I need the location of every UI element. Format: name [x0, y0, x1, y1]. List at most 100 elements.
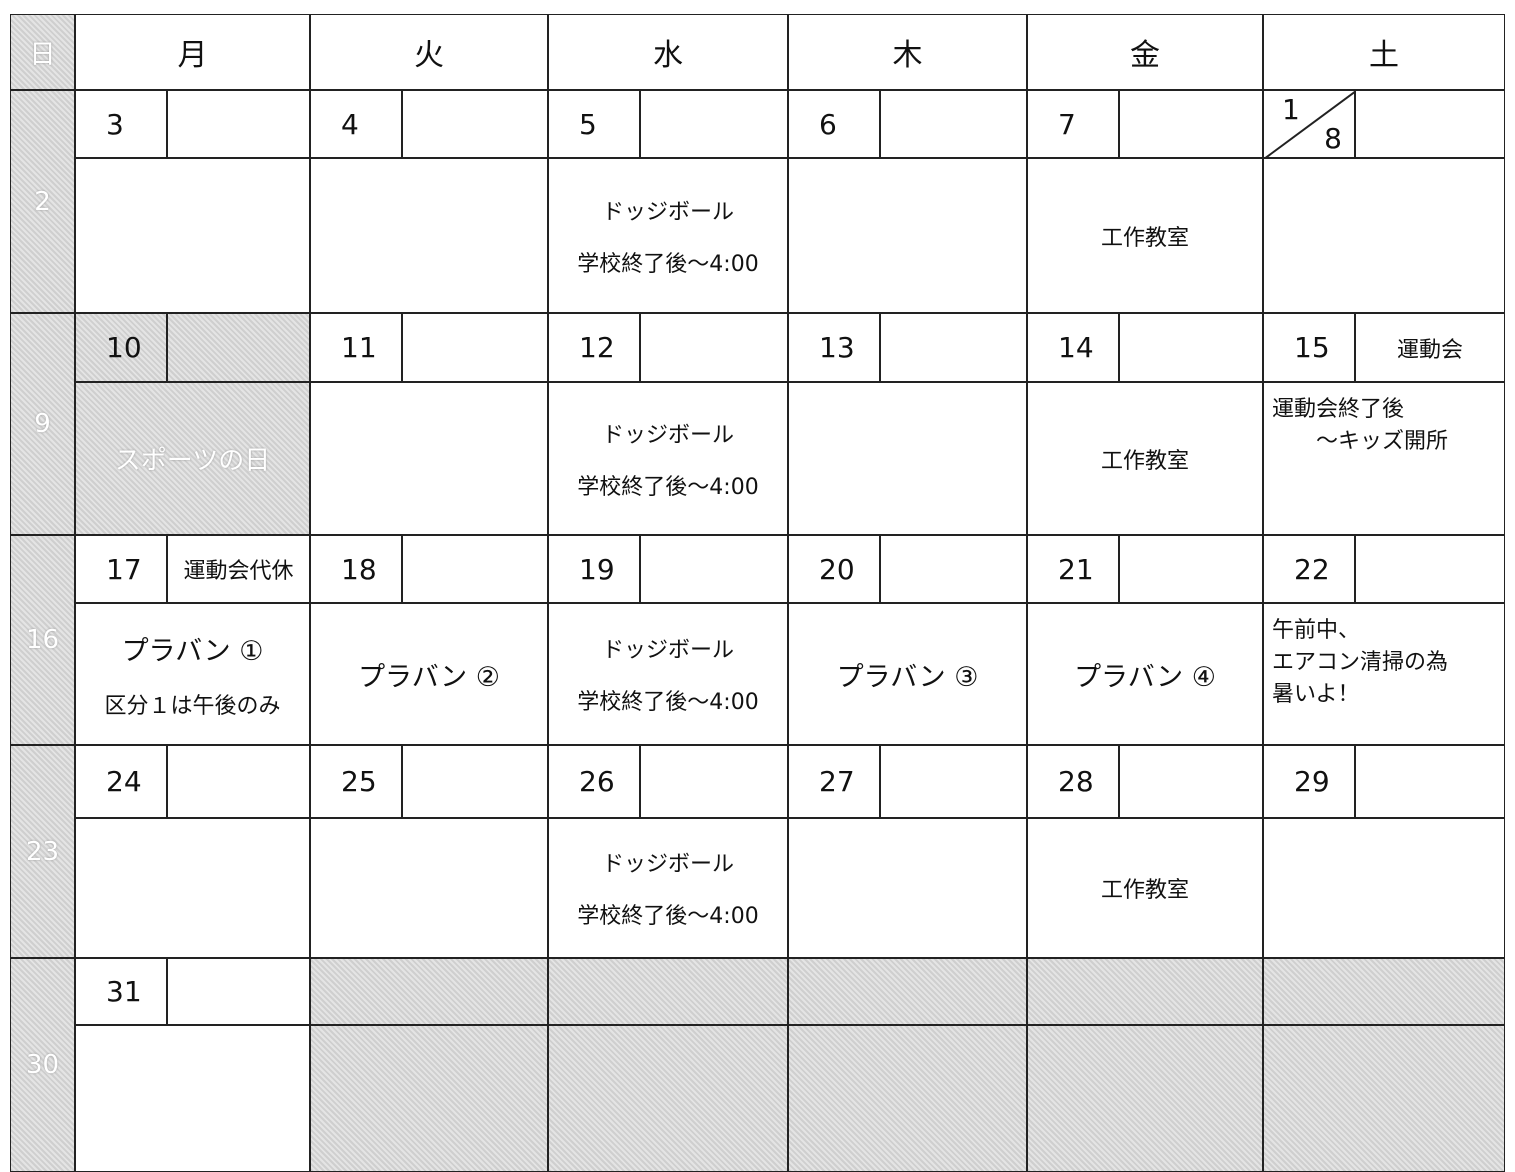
content-cell: プラバン ① 区分１は午後のみ [75, 603, 310, 745]
date-cell: 13 [788, 313, 880, 382]
date-number: 19 [579, 552, 615, 586]
date-number: 17 [106, 552, 142, 586]
date-cell: 27 [788, 745, 880, 818]
date-cell: 7 [1027, 90, 1119, 158]
date-cell: 10 [75, 313, 167, 382]
content-cell: 運動会終了後 ～キッズ開所 [1263, 382, 1505, 535]
content-line: 学校終了後～4:00 [577, 690, 759, 715]
note-cell [402, 90, 548, 158]
content-cell: ドッジボール 学校終了後～4:00 [548, 158, 788, 313]
date-number: 27 [819, 765, 855, 798]
day-header: 土 [1263, 14, 1505, 90]
empty-cell [788, 958, 1027, 1025]
content-line: ドッジボール [601, 638, 734, 663]
date-cell: 12 [548, 313, 640, 382]
sunday-date: 2 [34, 186, 51, 217]
date-number: 11 [341, 331, 377, 364]
date-cell: 18 [310, 535, 402, 603]
date-cell: 20 [788, 535, 880, 603]
empty-cell [310, 958, 548, 1025]
note-cell [1119, 90, 1263, 158]
content-cell [310, 382, 548, 535]
date-number: 21 [1058, 552, 1094, 586]
date-cell: 6 [788, 90, 880, 158]
sunday-date: 30 [25, 1050, 60, 1080]
note-cell [402, 313, 548, 382]
note-cell [1119, 535, 1263, 603]
empty-cell [1263, 1025, 1505, 1172]
content-cell: 工作教室 [1027, 818, 1263, 958]
note-cell: 運動会 [1355, 313, 1505, 382]
date-number: 3 [106, 107, 124, 141]
content-line: エアコン清掃の為 [1272, 650, 1449, 675]
empty-cell [1263, 958, 1505, 1025]
note-cell [1355, 745, 1505, 818]
note-cell [1119, 313, 1263, 382]
note-cell [880, 535, 1027, 603]
date-number: 1 [1282, 93, 1300, 126]
date-note: 運動会代休 [183, 559, 294, 584]
content-line: 区分１は午後のみ [104, 693, 281, 719]
content-line: 学校終了後～4:00 [577, 251, 759, 277]
content-cell [310, 158, 548, 313]
date-number: 24 [106, 765, 142, 798]
sunday-date: 16 [25, 625, 60, 655]
date-cell: 26 [548, 745, 640, 818]
sunday-cell: 23 [10, 745, 75, 958]
date-number: 29 [1294, 765, 1330, 798]
content-cell: 午前中、 エアコン清掃の為 暑いよ！ [1263, 603, 1505, 745]
empty-cell [310, 1025, 548, 1172]
date-cell: 11 [310, 313, 402, 382]
date-cell: 17 [75, 535, 167, 603]
sunday-cell: 30 [10, 958, 75, 1172]
content-line: 運動会終了後 [1272, 397, 1405, 422]
content-line: 学校終了後～4:00 [577, 904, 759, 929]
day-header: 水 [548, 14, 788, 90]
content-cell: ドッジボール 学校終了後～4:00 [548, 382, 788, 535]
content-cell: 工作教室 [1027, 158, 1263, 313]
date-cell: 29 [1263, 745, 1355, 818]
date-number: 18 [341, 552, 377, 586]
date-number: 12 [579, 331, 615, 364]
date-number: 4 [341, 107, 359, 141]
note-cell [1355, 535, 1505, 603]
date-number: 5 [579, 107, 597, 141]
date-cell: 28 [1027, 745, 1119, 818]
content-cell [788, 382, 1027, 535]
empty-cell [788, 1025, 1027, 1172]
date-number: 14 [1058, 331, 1094, 364]
content-cell: プラバン ③ [788, 603, 1027, 745]
date-cell: 21 [1027, 535, 1119, 603]
date-number: 6 [819, 107, 837, 141]
date-number: 8 [1324, 122, 1342, 155]
empty-cell [1027, 958, 1263, 1025]
day-header: 日 [10, 14, 75, 90]
content-line: プラバン ③ [836, 661, 979, 693]
diagonal [1264, 91, 1356, 159]
content-line: 暑いよ！ [1272, 682, 1360, 707]
content-cell [788, 818, 1027, 958]
content-line: ドッジボール [601, 422, 734, 448]
note-cell [640, 313, 788, 382]
content-cell: スポーツの日 [75, 382, 310, 535]
date-cell: 22 [1263, 535, 1355, 603]
date-number: 26 [579, 765, 615, 798]
content-cell: ドッジボール 学校終了後～4:00 [548, 603, 788, 745]
day-header: 金 [1027, 14, 1263, 90]
content-line: プラバン ① [121, 635, 264, 667]
note-cell [402, 745, 548, 818]
content-line: プラバン ④ [1074, 661, 1216, 693]
day-header: 火 [310, 14, 548, 90]
note-cell [402, 535, 548, 603]
content-cell [75, 1025, 310, 1172]
date-cell: 4 [310, 90, 402, 158]
note-cell [167, 745, 310, 818]
note-cell [167, 958, 310, 1025]
empty-cell [548, 1025, 788, 1172]
content-line: 学校終了後～4:00 [577, 474, 759, 500]
date-note: 運動会 [1396, 337, 1463, 363]
content-line: ドッジボール [601, 852, 734, 877]
date-cell: 25 [310, 745, 402, 818]
content-cell: 工作教室 [1027, 382, 1263, 535]
